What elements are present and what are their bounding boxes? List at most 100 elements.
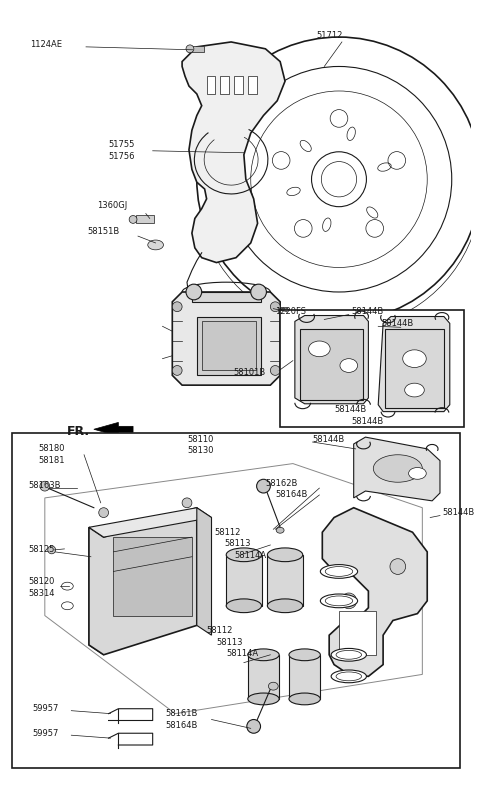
Text: 58120: 58120 <box>28 577 55 586</box>
Polygon shape <box>89 508 197 655</box>
Circle shape <box>99 508 108 517</box>
Ellipse shape <box>267 548 303 561</box>
Ellipse shape <box>403 350 426 367</box>
Ellipse shape <box>226 599 262 612</box>
Text: 58144B: 58144B <box>312 435 345 444</box>
Polygon shape <box>182 42 285 262</box>
Text: 51712: 51712 <box>316 31 343 39</box>
Circle shape <box>197 37 480 321</box>
Text: 58144B: 58144B <box>334 405 366 414</box>
Ellipse shape <box>408 468 426 480</box>
Ellipse shape <box>226 548 262 561</box>
Polygon shape <box>89 528 104 655</box>
Text: 58113: 58113 <box>216 637 243 647</box>
Polygon shape <box>354 437 440 501</box>
Ellipse shape <box>320 564 358 579</box>
Text: 58144B: 58144B <box>381 319 413 328</box>
Circle shape <box>186 284 202 300</box>
Circle shape <box>341 593 357 608</box>
Ellipse shape <box>267 599 303 612</box>
Text: 58110: 58110 <box>188 435 214 444</box>
Circle shape <box>129 216 137 224</box>
Circle shape <box>226 67 452 292</box>
Ellipse shape <box>340 359 358 372</box>
Polygon shape <box>89 508 212 537</box>
Polygon shape <box>378 316 450 411</box>
Polygon shape <box>172 292 280 385</box>
Bar <box>192 46 204 52</box>
Circle shape <box>172 301 182 312</box>
Bar <box>280 309 464 427</box>
Polygon shape <box>295 316 368 403</box>
Text: 58162B: 58162B <box>265 479 298 487</box>
Circle shape <box>48 546 56 553</box>
Bar <box>248 655 279 699</box>
Text: 58113: 58113 <box>224 539 251 549</box>
Text: 58161B: 58161B <box>166 709 198 718</box>
Text: 58112: 58112 <box>206 626 233 635</box>
Text: 58144B: 58144B <box>352 417 384 426</box>
Ellipse shape <box>148 240 164 250</box>
Bar <box>202 321 256 371</box>
Ellipse shape <box>320 594 358 608</box>
Circle shape <box>257 480 270 493</box>
Text: FR.: FR. <box>67 425 91 438</box>
Text: 58101B: 58101B <box>233 368 265 377</box>
Text: 58180: 58180 <box>38 444 64 454</box>
Text: 1124AE: 1124AE <box>30 40 62 49</box>
Bar <box>206 76 216 94</box>
Text: 58314: 58314 <box>28 589 55 597</box>
Bar <box>12 433 459 768</box>
Ellipse shape <box>248 649 279 661</box>
Circle shape <box>251 284 266 300</box>
Text: 58151B: 58151B <box>87 227 119 236</box>
Polygon shape <box>197 508 212 635</box>
Polygon shape <box>94 422 133 436</box>
Bar <box>385 329 444 407</box>
Circle shape <box>270 301 280 312</box>
Bar <box>226 555 262 606</box>
Bar <box>136 214 154 224</box>
Ellipse shape <box>61 582 73 590</box>
Text: 58114A: 58114A <box>226 649 258 659</box>
Ellipse shape <box>405 383 424 397</box>
Text: 58144B: 58144B <box>442 508 474 517</box>
Text: 58125: 58125 <box>28 546 55 554</box>
Text: 58164B: 58164B <box>166 721 198 730</box>
Circle shape <box>40 481 50 491</box>
Polygon shape <box>215 464 234 498</box>
Text: 58114A: 58114A <box>234 551 266 560</box>
Text: 1220FS: 1220FS <box>275 307 306 316</box>
Bar <box>289 655 320 699</box>
Bar <box>220 76 229 94</box>
Bar <box>248 76 257 94</box>
Text: 51755: 51755 <box>108 141 135 149</box>
Ellipse shape <box>61 602 73 610</box>
Text: 58164B: 58164B <box>275 491 308 499</box>
Ellipse shape <box>248 693 279 705</box>
Text: 58144B: 58144B <box>352 307 384 316</box>
Circle shape <box>186 45 194 53</box>
Text: 58130: 58130 <box>188 447 214 455</box>
Text: 58181: 58181 <box>38 456 64 466</box>
Text: 59957: 59957 <box>32 704 59 714</box>
Circle shape <box>270 366 280 375</box>
Circle shape <box>281 308 289 316</box>
Ellipse shape <box>373 455 422 482</box>
Circle shape <box>247 720 261 733</box>
Ellipse shape <box>289 693 320 705</box>
Ellipse shape <box>325 567 353 576</box>
Ellipse shape <box>336 672 361 681</box>
Text: 59957: 59957 <box>32 728 59 738</box>
Bar <box>234 76 243 94</box>
Text: 58163B: 58163B <box>28 480 60 490</box>
Circle shape <box>182 498 192 508</box>
Bar <box>113 537 192 615</box>
Ellipse shape <box>309 341 330 356</box>
Bar <box>267 555 303 606</box>
Bar <box>197 316 261 375</box>
Ellipse shape <box>276 528 284 533</box>
Bar <box>339 611 376 655</box>
Ellipse shape <box>331 670 366 683</box>
Circle shape <box>172 366 182 375</box>
